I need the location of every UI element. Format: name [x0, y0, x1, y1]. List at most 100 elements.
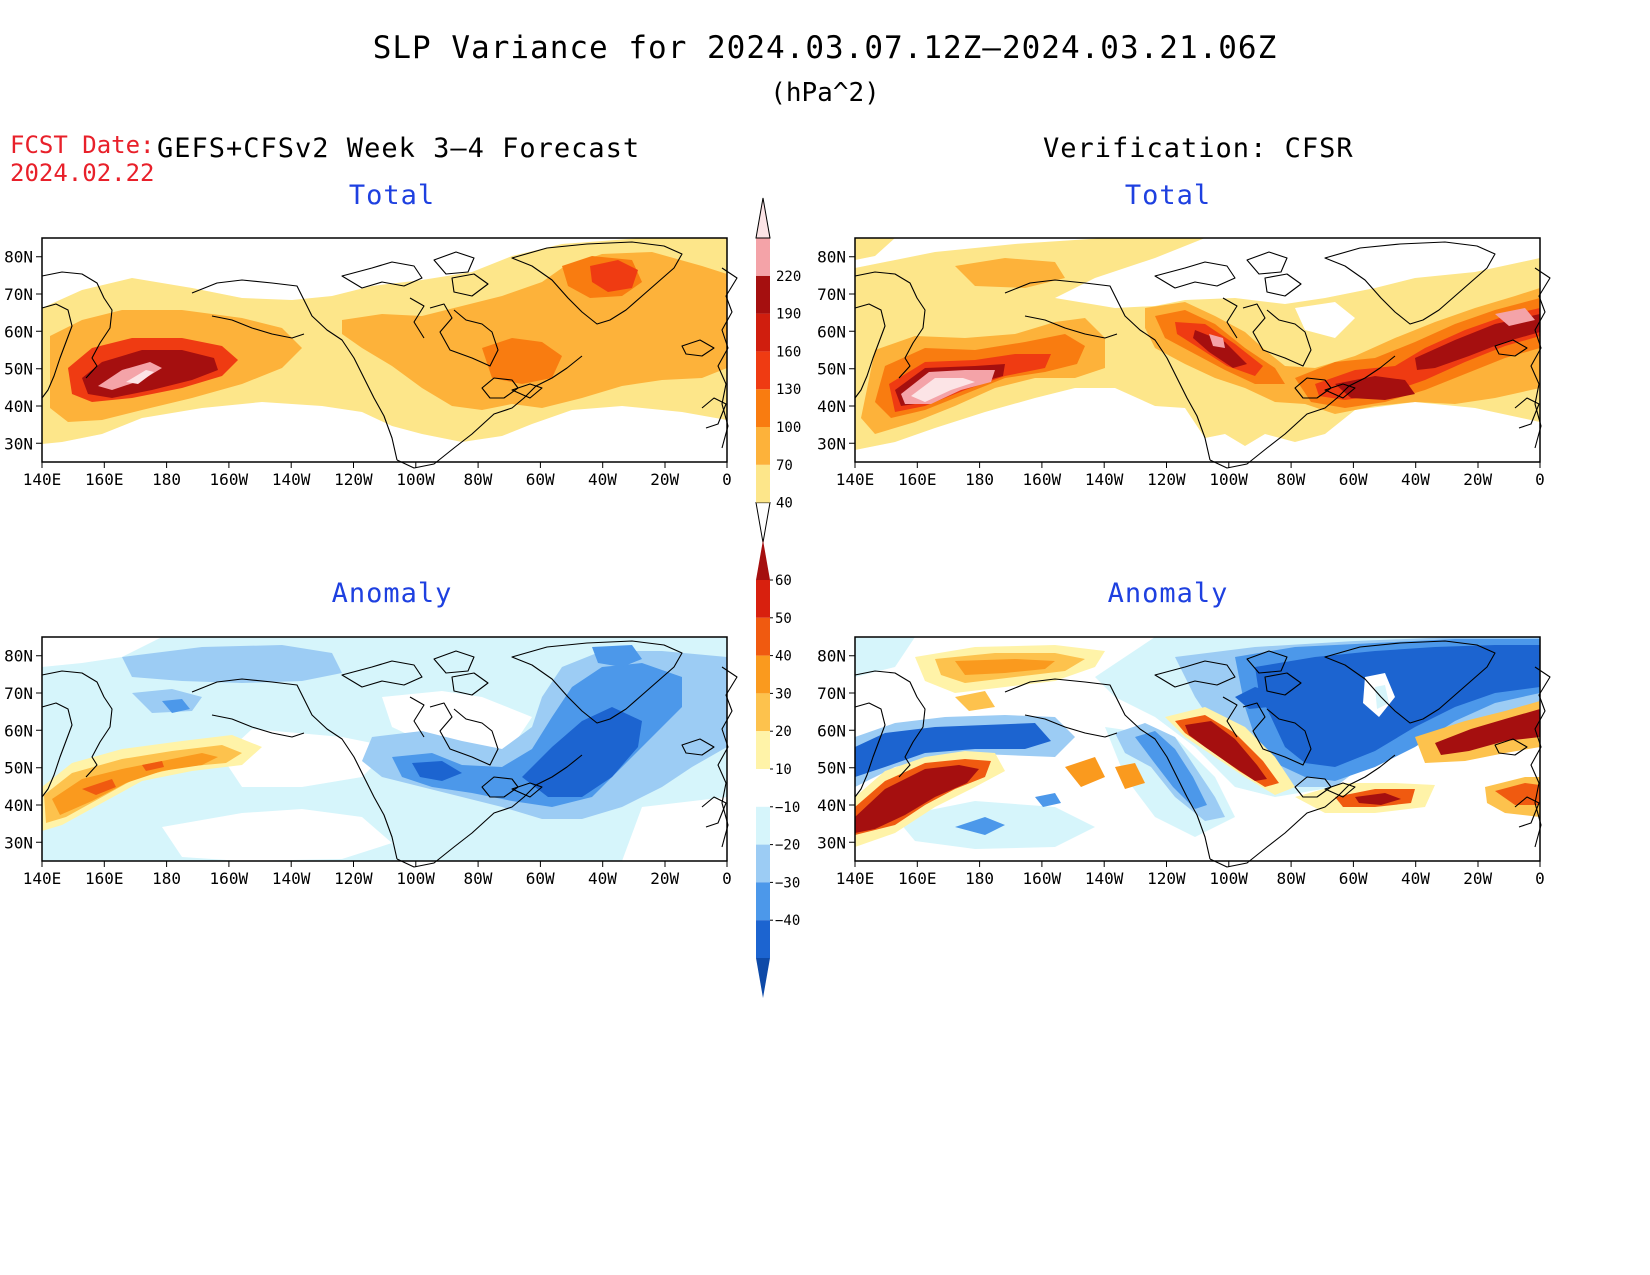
lon-tick-label: 0	[722, 470, 732, 489]
lat-tick-label: 40N	[817, 796, 846, 815]
lat-tick-label: 70N	[4, 684, 33, 703]
lat-labels: 80N 70N 60N 50N 40N 30N	[4, 647, 33, 853]
lon-tick-label: 40W	[1401, 470, 1430, 489]
colorbar-label: 20	[775, 724, 792, 740]
main-title: SLP Variance for 2024.03.07.12Z–2024.03.…	[372, 30, 1278, 66]
lon-tick-label: 180	[152, 869, 181, 888]
colorbar-segment	[756, 238, 770, 276]
colorbar-label: −40	[775, 913, 800, 929]
lon-tick-label: 20W	[650, 470, 679, 489]
colorbar-segment	[756, 540, 770, 580]
lon-tick-label: 140E	[836, 470, 875, 489]
lat-tick-label: 50N	[4, 360, 33, 379]
lon-tick-label: 80W	[1276, 470, 1305, 489]
lat-labels: 80N 70N 60N 50N 40N 30N	[817, 248, 846, 454]
lat-tick-label: 60N	[4, 721, 33, 740]
colorbar-segment	[756, 389, 770, 427]
colorbar-label: −30	[775, 875, 800, 891]
lon-tick-label: 140E	[23, 470, 62, 489]
lon-labels: 140E 160E 180 160W 140W 120W 100W 80W 60W 40W 20W 0	[836, 869, 1545, 888]
lat-tick-label: 40N	[817, 397, 846, 416]
map-verification-anomaly: 140E 160E 180 160W 140W 120W 100W 80W 60W 40W 20W 0…	[817, 636, 1551, 888]
panel-title-verification-anomaly: Anomaly	[1107, 578, 1229, 609]
lon-tick-label: 100W	[396, 869, 435, 888]
colorbar-segment	[756, 351, 770, 390]
lon-tick-label: 140W	[272, 470, 311, 489]
lon-tick-label: 20W	[1463, 869, 1492, 888]
lat-tick-label: 70N	[4, 285, 33, 304]
lon-tick-label: 140E	[836, 869, 875, 888]
colorbar-label: 220	[776, 269, 801, 285]
lon-tick-label: 160E	[898, 869, 937, 888]
lat-tick-label: 70N	[817, 285, 846, 304]
lon-tick-label: 140W	[1085, 869, 1124, 888]
lon-tick-label: 160E	[85, 869, 124, 888]
colorbar-segment	[756, 882, 770, 921]
lon-tick-label: 140W	[272, 869, 311, 888]
lon-tick-label: 0	[722, 869, 732, 888]
lat-tick-label: 50N	[4, 759, 33, 778]
lon-tick-label: 60W	[526, 869, 555, 888]
forecast-label: GEFS+CFSv2 Week 3–4 Forecast	[157, 133, 641, 164]
lon-tick-label: 60W	[1339, 470, 1368, 489]
fcst-date-value: 2024.02.22	[10, 159, 155, 187]
lon-tick-label: 160W	[1023, 470, 1062, 489]
lat-tick-label: 30N	[817, 434, 846, 453]
colorbar-label: 100	[776, 420, 801, 436]
lon-labels: 140E 160E 180 160W 140W 120W 100W 80W 60W 40W 20W 0	[836, 470, 1545, 489]
panel-title-forecast-anomaly: Anomaly	[331, 578, 453, 609]
colorbar-segment	[756, 313, 770, 352]
fcst-date-label: FCST Date:	[10, 131, 155, 159]
colorbar-anomaly: 60 50 40 30 20 10 −10 −20 −30 −40	[756, 540, 800, 998]
lon-labels: 140E 160E 180 160W 140W 120W 100W 80W 60W 40W 20W 0	[23, 470, 732, 489]
colorbar-segment	[756, 464, 770, 503]
lon-tick-label: 80W	[1276, 869, 1305, 888]
lat-tick-label: 30N	[4, 434, 33, 453]
lon-tick-label: 0	[1535, 470, 1545, 489]
colorbar-segment	[756, 617, 770, 656]
lon-labels: 140E 160E 180 160W 140W 120W 100W 80W 60W 40W 20W 0	[23, 869, 732, 888]
lat-labels: 80N 70N 60N 50N 40N 30N	[817, 647, 846, 853]
lon-tick-label: 140E	[23, 869, 62, 888]
lon-tick-label: 140W	[1085, 470, 1124, 489]
colorbar-segment	[755, 197, 771, 239]
colorbar-segment	[756, 844, 770, 883]
lon-tick-label: 0	[1535, 869, 1545, 888]
colorbar-label: 160	[776, 344, 801, 360]
map-verification-total: 140E 160E 180 160W 140W 120W 100W 80W 60W 40W 20W 0…	[817, 237, 1551, 489]
lon-tick-label: 120W	[334, 869, 373, 888]
map-forecast-total: 140E 160E 180 160W 140W 120W 100W 80W 60W 40W 20W 0…	[4, 237, 738, 489]
lon-tick-label: 80W	[463, 869, 492, 888]
lon-tick-label: 160W	[1023, 869, 1062, 888]
lon-tick-label: 120W	[1147, 869, 1186, 888]
colorbar-label: 190	[776, 307, 801, 323]
lat-tick-label: 60N	[817, 322, 846, 341]
lat-tick-label: 70N	[817, 684, 846, 703]
colorbar-segment	[756, 920, 770, 958]
lon-tick-label: 40W	[1401, 869, 1430, 888]
colorbar-label: 40	[775, 649, 792, 665]
lon-tick-label: 20W	[1463, 470, 1492, 489]
colorbar-segment	[756, 769, 770, 807]
lon-tick-label: 100W	[396, 470, 435, 489]
colorbar-segment	[756, 958, 770, 998]
colorbar-segment	[755, 502, 771, 543]
colorbar-label: −20	[775, 838, 800, 854]
lat-tick-label: 40N	[4, 397, 33, 416]
verification-label: Verification: CFSR	[1043, 133, 1354, 164]
lon-tick-label: 120W	[1147, 470, 1186, 489]
panel-title-forecast-total: Total	[348, 180, 436, 211]
lon-tick-label: 80W	[463, 470, 492, 489]
colorbar-segment	[756, 275, 770, 314]
lat-tick-label: 80N	[4, 647, 33, 666]
lon-tick-label: 60W	[526, 470, 555, 489]
lon-tick-label: 60W	[1339, 869, 1368, 888]
colorbar-label: 130	[776, 382, 801, 398]
colorbar-label: 60	[775, 573, 792, 589]
lon-tick-label: 120W	[334, 470, 373, 489]
map-forecast-anomaly: 140E 160E 180 160W 140W 120W 100W 80W 60W 40W 20W 0…	[4, 636, 738, 888]
panel-title-verification-total: Total	[1124, 180, 1212, 211]
colorbar-segment	[756, 806, 770, 845]
lat-tick-label: 30N	[817, 833, 846, 852]
lat-tick-label: 40N	[4, 796, 33, 815]
